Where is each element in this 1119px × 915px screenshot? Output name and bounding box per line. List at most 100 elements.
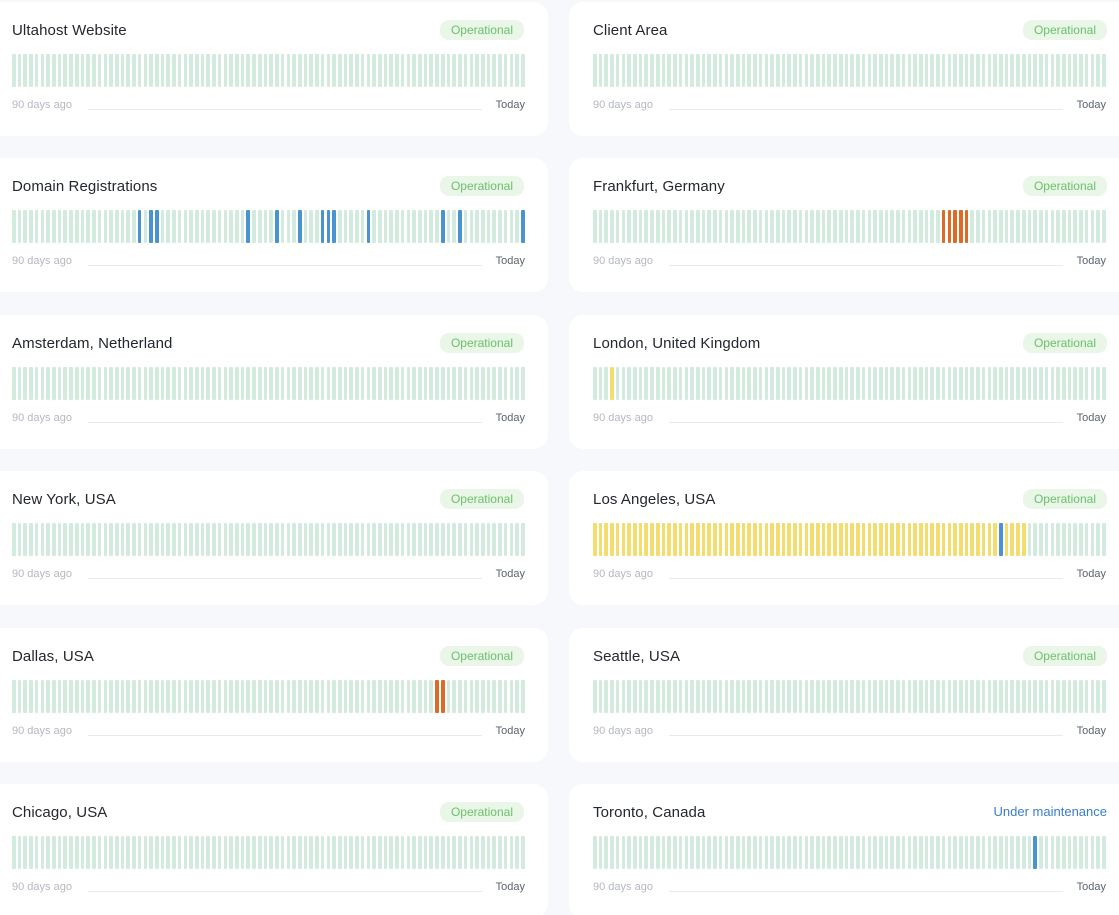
uptime-day-bar[interactable] [1033,54,1037,87]
uptime-day-bar[interactable] [850,367,854,400]
uptime-day-bar[interactable] [154,54,159,87]
uptime-day-bar[interactable] [137,836,142,869]
uptime-day-bar[interactable] [240,367,245,400]
uptime-day-bar[interactable] [953,523,957,556]
uptime-day-bar[interactable] [309,367,313,400]
uptime-day-bar[interactable] [74,54,79,87]
uptime-day-bar[interactable] [650,210,654,243]
uptime-day-bar[interactable] [40,367,45,400]
uptime-day-bar[interactable] [1079,367,1083,400]
uptime-day-bar[interactable] [1084,54,1089,87]
uptime-day-bar[interactable] [126,836,130,869]
uptime-day-bar[interactable] [303,367,308,400]
uptime-day-bar[interactable] [383,210,388,243]
uptime-day-bar[interactable] [154,367,159,400]
uptime-day-bar[interactable] [695,367,700,400]
uptime-day-bar[interactable] [976,523,980,556]
uptime-day-bar[interactable] [655,210,660,243]
uptime-day-bar[interactable] [821,367,826,400]
uptime-day-bar[interactable] [418,836,422,869]
uptime-day-bar[interactable] [650,836,654,869]
uptime-day-bar[interactable] [195,836,199,869]
uptime-day-bar[interactable] [1050,680,1055,713]
uptime-day-bar[interactable] [80,836,85,869]
uptime-day-bar[interactable] [615,836,620,869]
uptime-day-bar[interactable] [212,210,216,243]
uptime-day-bar[interactable] [930,680,934,713]
uptime-day-bar[interactable] [1067,210,1072,243]
uptime-day-bar[interactable] [638,210,643,243]
uptime-day-bar[interactable] [861,210,866,243]
uptime-day-bar[interactable] [781,523,786,556]
uptime-day-bar[interactable] [103,523,108,556]
uptime-day-bar[interactable] [183,680,188,713]
uptime-day-bar[interactable] [446,367,451,400]
uptime-day-bar[interactable] [97,836,102,869]
uptime-day-bar[interactable] [741,367,746,400]
uptime-day-bar[interactable] [475,367,479,400]
uptime-day-bar[interactable] [86,367,90,400]
uptime-day-bar[interactable] [1033,367,1037,400]
uptime-day-bar[interactable] [154,836,159,869]
uptime-day-bar[interactable] [275,367,279,400]
uptime-day-bar[interactable] [781,210,786,243]
uptime-day-bar[interactable] [713,523,717,556]
uptime-day-bar[interactable] [418,523,422,556]
uptime-day-bar[interactable] [452,523,456,556]
uptime-day-bar[interactable] [17,523,22,556]
uptime-day-bar[interactable] [52,367,56,400]
uptime-day-bar[interactable] [621,210,626,243]
uptime-day-bar[interactable] [349,367,353,400]
uptime-day-bar[interactable] [320,210,325,243]
uptime-day-bar[interactable] [1010,367,1015,400]
uptime-day-bar[interactable] [280,367,285,400]
uptime-day-bar[interactable] [360,367,365,400]
uptime-day-bar[interactable] [964,680,969,713]
uptime-day-bar[interactable] [735,523,740,556]
uptime-day-bar[interactable] [17,680,22,713]
uptime-day-bar[interactable] [667,523,671,556]
uptime-day-bar[interactable] [718,367,723,400]
uptime-day-bar[interactable] [412,367,416,400]
uptime-day-bar[interactable] [429,210,434,243]
uptime-day-bar[interactable] [1084,836,1089,869]
uptime-day-bar[interactable] [976,54,980,87]
uptime-day-bar[interactable] [1101,523,1106,556]
uptime-day-bar[interactable] [1033,523,1037,556]
uptime-day-bar[interactable] [1004,54,1009,87]
uptime-day-bar[interactable] [844,367,849,400]
uptime-day-bar[interactable] [74,680,79,713]
uptime-day-bar[interactable] [177,836,182,869]
uptime-day-bar[interactable] [781,367,786,400]
uptime-day-bar[interactable] [1039,54,1043,87]
uptime-day-bar[interactable] [103,680,108,713]
uptime-day-bar[interactable] [850,54,854,87]
uptime-day-bar[interactable] [463,523,468,556]
uptime-day-bar[interactable] [770,680,774,713]
uptime-day-bar[interactable] [109,367,113,400]
uptime-day-bar[interactable] [492,836,496,869]
uptime-day-bar[interactable] [166,523,170,556]
uptime-day-bar[interactable] [724,836,729,869]
uptime-day-bar[interactable] [924,523,929,556]
uptime-day-bar[interactable] [74,836,79,869]
uptime-day-bar[interactable] [480,54,485,87]
uptime-day-bar[interactable] [263,210,268,243]
uptime-day-bar[interactable] [23,367,28,400]
uptime-day-bar[interactable] [366,210,371,243]
uptime-day-bar[interactable] [166,680,170,713]
uptime-day-bar[interactable] [867,523,872,556]
uptime-day-bar[interactable] [166,210,170,243]
uptime-day-bar[interactable] [941,54,946,87]
uptime-day-bar[interactable] [469,367,474,400]
uptime-day-bar[interactable] [1079,54,1083,87]
uptime-day-bar[interactable] [833,367,837,400]
uptime-day-bar[interactable] [1101,54,1106,87]
uptime-day-bar[interactable] [1016,367,1020,400]
uptime-day-bar[interactable] [1061,210,1066,243]
uptime-day-bar[interactable] [856,54,860,87]
uptime-day-bar[interactable] [684,680,689,713]
uptime-day-bar[interactable] [655,836,660,869]
uptime-day-bar[interactable] [793,836,797,869]
uptime-day-bar[interactable] [372,680,376,713]
